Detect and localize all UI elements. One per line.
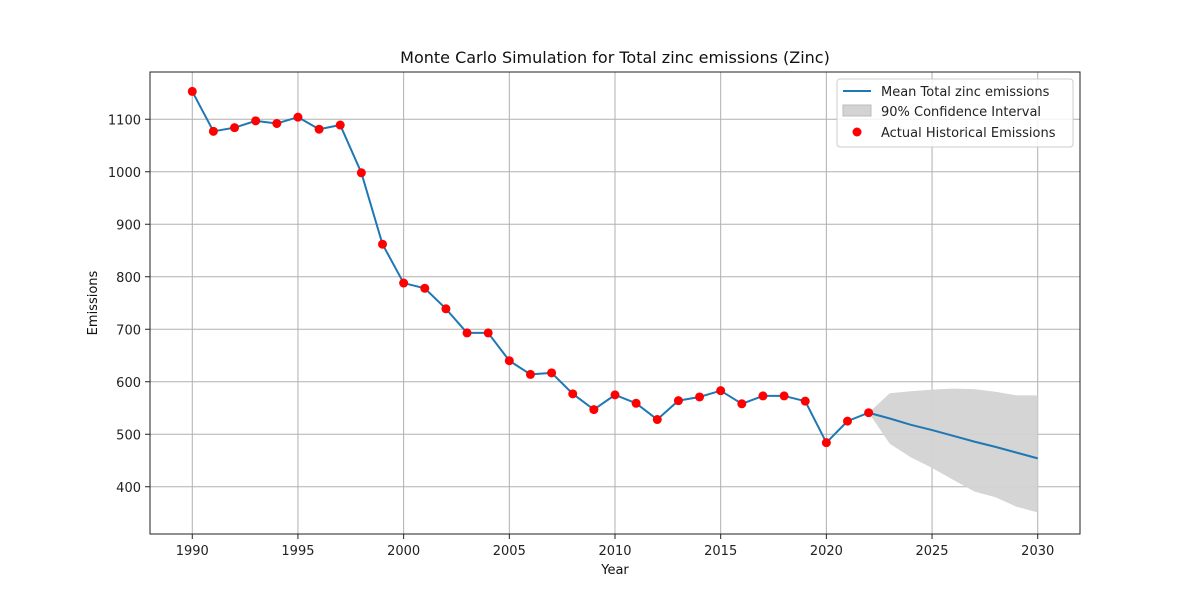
x-tick-label: 2025 xyxy=(915,544,948,559)
actual-emission-point xyxy=(864,408,874,418)
chart-title: Monte Carlo Simulation for Total zinc em… xyxy=(400,48,830,67)
actual-emission-point xyxy=(758,391,768,401)
actual-emission-point xyxy=(779,391,789,401)
actual-emission-point xyxy=(272,118,282,128)
y-tick-label: 900 xyxy=(116,218,141,233)
legend-band-label: 90% Confidence Interval xyxy=(881,105,1041,120)
legend-mean-label: Mean Total zinc emissions xyxy=(881,85,1050,100)
legend-points-label: Actual Historical Emissions xyxy=(881,126,1056,141)
actual-emission-point xyxy=(462,328,472,338)
confidence-band-layer xyxy=(868,388,1038,513)
actual-emission-point xyxy=(631,398,641,408)
x-tick-label: 2000 xyxy=(387,544,420,559)
legend-points-swatch xyxy=(852,127,862,137)
legend-band-swatch xyxy=(842,104,872,117)
x-tick-label: 2005 xyxy=(493,544,526,559)
actual-emission-point xyxy=(378,239,387,249)
actual-emission-point xyxy=(335,120,345,130)
actual-emission-point xyxy=(547,368,557,378)
y-tick-label: 800 xyxy=(116,271,141,286)
y-tick-label: 500 xyxy=(116,428,141,443)
actual-emission-point xyxy=(821,438,831,448)
legend: Mean Total zinc emissions 90% Confidence… xyxy=(836,78,1074,148)
actual-emission-point xyxy=(483,328,493,338)
actual-emission-point xyxy=(716,386,726,396)
actual-emission-point xyxy=(293,112,303,122)
actual-emission-point xyxy=(420,283,430,293)
actual-emission-point xyxy=(525,369,535,379)
x-tick-label: 2020 xyxy=(810,544,843,559)
y-tick-label: 1100 xyxy=(108,113,141,128)
actual-emission-point xyxy=(589,405,599,415)
actual-emission-point xyxy=(314,124,324,134)
tick-layer: 1990 1995 2000 2005 2010 2015 2020 2025 2030 400 5… xyxy=(108,113,1054,559)
actual-emission-point xyxy=(230,123,240,133)
actual-emission-point xyxy=(187,86,197,96)
confidence-interval-band xyxy=(868,388,1038,513)
y-tick-label: 600 xyxy=(116,376,141,391)
legend-box xyxy=(836,78,1074,148)
actual-emission-point xyxy=(673,396,683,406)
actual-emission-point xyxy=(399,278,409,288)
actual-emission-point xyxy=(356,168,366,178)
actual-emission-point xyxy=(441,304,451,314)
actual-emission-point xyxy=(251,116,261,126)
x-axis-label: Year xyxy=(600,563,629,578)
y-tick-label: 1000 xyxy=(108,166,141,181)
actual-emission-point xyxy=(652,415,662,425)
x-tick-label: 1995 xyxy=(281,544,314,559)
actual-emission-point xyxy=(737,399,747,409)
x-tick-label: 2010 xyxy=(598,544,631,559)
actual-emission-point xyxy=(568,389,578,399)
y-tick-label: 700 xyxy=(116,323,141,338)
actual-emission-point xyxy=(208,126,218,136)
y-axis-label: Emissions xyxy=(86,270,101,335)
actual-emission-point xyxy=(610,390,620,400)
grid-layer xyxy=(150,72,1080,534)
actual-emission-point xyxy=(843,416,852,426)
actual-points-layer xyxy=(187,86,874,448)
x-tick-label: 2030 xyxy=(1021,544,1054,559)
actual-emission-point xyxy=(504,356,514,366)
actual-emission-point xyxy=(695,392,705,402)
actual-emission-point xyxy=(800,396,810,406)
x-tick-label: 2015 xyxy=(704,544,737,559)
y-tick-label: 400 xyxy=(116,481,141,496)
x-tick-label: 1990 xyxy=(176,544,209,559)
